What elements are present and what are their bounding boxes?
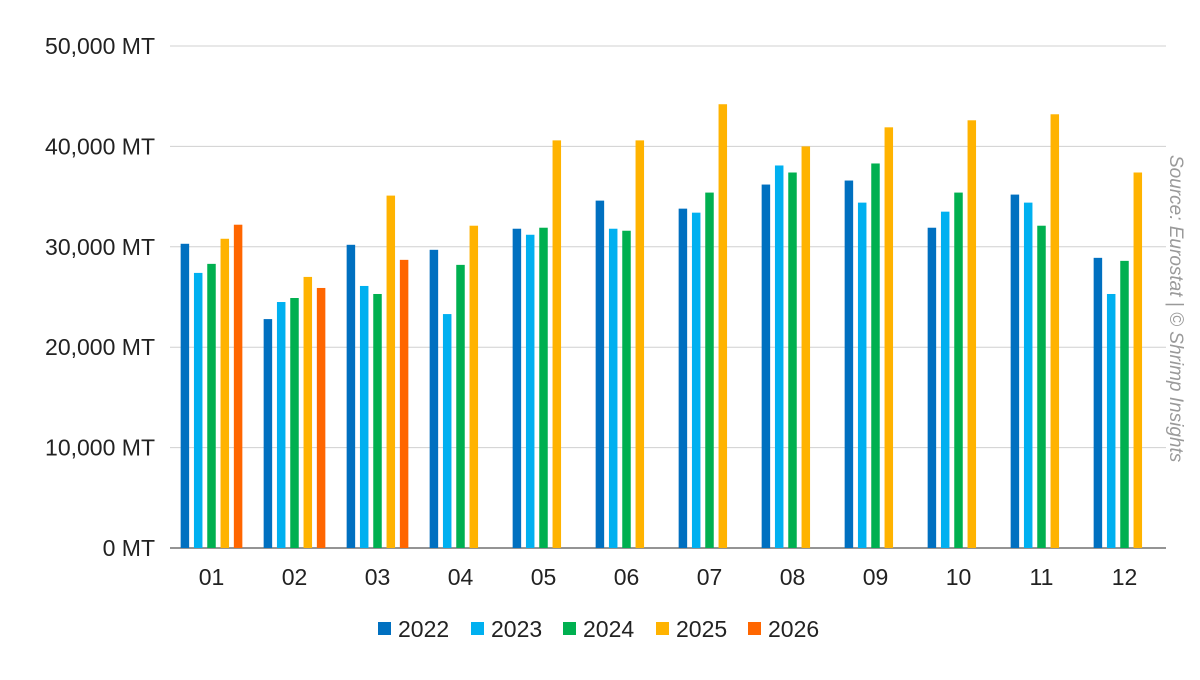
legend-swatch-2024: [563, 622, 576, 635]
bar-2022-02: [263, 319, 273, 548]
y-tick-label: 0 MT: [103, 535, 155, 561]
legend: 2022 2023 2024 2025 2026: [378, 616, 819, 642]
bar-2024-12: [1120, 260, 1129, 548]
x-tick-label: 06: [614, 564, 640, 590]
bar-2022-01: [180, 243, 190, 548]
legend-label: 2024: [583, 616, 634, 642]
bar-2023-08: [774, 165, 784, 548]
bar-2022-06: [595, 200, 605, 548]
bar-2025-12: [1133, 172, 1143, 548]
bar-2023-06: [608, 228, 618, 548]
bar-2024-11: [1037, 225, 1046, 548]
x-tick-label: 07: [697, 564, 723, 590]
legend-label: 2022: [398, 616, 449, 642]
bar-2023-07: [691, 212, 701, 548]
y-tick-label: 40,000 MT: [45, 133, 155, 159]
bar-2022-12: [1093, 257, 1103, 548]
gridlines: [170, 45, 1166, 549]
bar-2023-11: [1023, 202, 1033, 548]
bar-2026-02: [316, 287, 326, 548]
bar-2022-04: [429, 249, 439, 548]
bar-2024-03: [373, 293, 382, 548]
legend-swatch-2022: [378, 622, 391, 635]
x-tick-label: 09: [863, 564, 889, 590]
bar-2024-04: [456, 264, 465, 548]
bar-2025-11: [1050, 114, 1060, 548]
bar-2025-04: [469, 225, 479, 548]
bar-2024-02: [290, 298, 299, 548]
bar-2023-01: [193, 272, 203, 548]
legend-swatch-2025: [656, 622, 669, 635]
bar-2023-12: [1106, 293, 1116, 548]
legend-swatch-2026: [748, 622, 761, 635]
x-tick-label: 01: [199, 564, 225, 590]
x-tick-label: 05: [531, 564, 557, 590]
bar-2025-07: [718, 104, 728, 549]
bar-2025-02: [303, 276, 313, 548]
y-tick-label: 30,000 MT: [45, 234, 155, 260]
bar-2023-09: [857, 202, 867, 548]
bar-2022-08: [761, 184, 771, 548]
bar-2022-03: [346, 244, 356, 549]
y-tick-label: 50,000 MT: [45, 33, 155, 59]
bar-2025-03: [386, 195, 396, 548]
y-axis-ticks: 0 MT 10,000 MT 20,000 MT 30,000 MT 40,000 MT…: [45, 33, 155, 561]
bar-2026-03: [399, 259, 409, 548]
x-axis-ticks: 01 02 03 04 05 06 07 08 09 10 11 12: [199, 564, 1138, 590]
y-tick-label: 10,000 MT: [45, 435, 155, 461]
bar-2025-06: [635, 140, 645, 548]
bar-2025-01: [220, 238, 230, 548]
bar-2024-05: [539, 227, 548, 548]
bar-2023-05: [525, 234, 535, 548]
bar-2024-10: [954, 192, 963, 549]
bar-2022-10: [927, 227, 937, 548]
x-tick-label: 10: [946, 564, 972, 590]
bar-2024-08: [788, 172, 797, 548]
x-tick-label: 11: [1030, 564, 1054, 590]
bar-2023-10: [940, 211, 950, 548]
bar-2024-07: [705, 192, 714, 549]
x-tick-label: 02: [282, 564, 308, 590]
bar-2024-06: [622, 230, 631, 548]
bar-2022-09: [844, 180, 854, 548]
bar-2026-01: [233, 224, 243, 548]
source-annotation: Source: Eurostat | © Shrimp Insights: [1165, 155, 1186, 463]
x-tick-label: 12: [1112, 564, 1138, 590]
x-tick-label: 08: [780, 564, 806, 590]
bar-2022-05: [512, 228, 522, 548]
bar-2024-09: [871, 163, 880, 548]
bar-2024-01: [207, 263, 216, 548]
bar-2023-02: [276, 302, 286, 548]
bar-2023-04: [442, 314, 452, 548]
bar-2025-08: [801, 146, 811, 548]
legend-label: 2025: [676, 616, 727, 642]
bar-2022-11: [1010, 194, 1020, 549]
bar-2025-05: [552, 140, 562, 548]
legend-swatch-2023: [471, 622, 484, 635]
y-tick-label: 20,000 MT: [45, 334, 155, 360]
legend-label: 2026: [768, 616, 819, 642]
bars: [180, 104, 1143, 549]
legend-label: 2023: [491, 616, 542, 642]
bar-2025-09: [884, 127, 894, 548]
x-tick-label: 03: [365, 564, 391, 590]
x-tick-label: 04: [448, 564, 474, 590]
bar-2023-03: [359, 285, 369, 548]
bar-2022-07: [678, 208, 688, 548]
bar-2025-10: [967, 120, 977, 549]
